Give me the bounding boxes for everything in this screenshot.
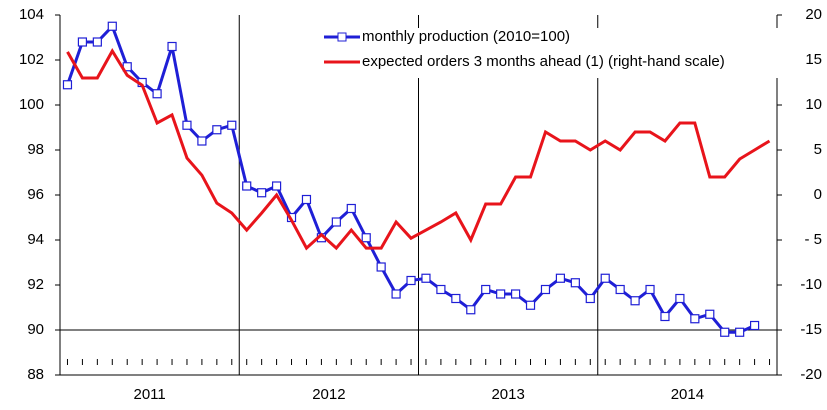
point-marker — [720, 327, 730, 337]
point-marker — [525, 300, 536, 310]
point-marker — [167, 41, 177, 52]
point-marker — [227, 120, 237, 130]
point-marker — [346, 203, 356, 214]
y-tick-label: 92 — [27, 276, 44, 293]
y-tick-label: 102 — [19, 51, 44, 68]
point-marker — [421, 273, 431, 283]
point-marker — [466, 305, 476, 315]
point-marker — [212, 125, 222, 135]
y2-tick-label: 20 — [805, 6, 822, 23]
point-marker — [735, 327, 745, 337]
point-marker — [570, 278, 580, 288]
y2-tick-label: - 5 — [804, 231, 822, 248]
y2-tick-label: 15 — [805, 51, 822, 68]
point-marker — [257, 188, 267, 198]
y-tick-label: 98 — [27, 141, 44, 158]
x-tick-label: 2013 — [491, 386, 524, 403]
y2-tick-label: -15 — [800, 321, 822, 338]
point-marker — [242, 181, 252, 191]
y-tick-label: 94 — [27, 231, 44, 248]
y-tick-label: 90 — [27, 321, 44, 338]
point-marker — [705, 309, 715, 319]
point-marker — [540, 284, 551, 295]
point-marker — [645, 284, 655, 295]
legend-marker — [337, 32, 347, 42]
legend-entry: expected orders 3 months ahead (1) (righ… — [322, 53, 802, 71]
point-marker — [555, 273, 566, 283]
point-marker — [600, 273, 610, 283]
point-marker — [615, 284, 625, 295]
x-tick-label: 2012 — [312, 386, 345, 403]
point-marker — [107, 21, 117, 31]
legend-label: expected orders 3 months ahead (1) (righ… — [362, 53, 725, 70]
point-marker — [436, 284, 446, 295]
point-marker — [391, 289, 401, 299]
point-marker — [182, 120, 192, 130]
legend-swatch — [324, 60, 360, 64]
point-marker — [406, 275, 416, 286]
point-marker — [361, 233, 371, 243]
y-tick-label: 100 — [19, 96, 44, 113]
point-marker — [630, 296, 640, 306]
legend-swatch — [324, 32, 360, 42]
y2-tick-label: 10 — [805, 96, 822, 113]
point-marker — [675, 293, 685, 304]
y2-tick-label: -20 — [800, 366, 822, 383]
y2-tick-label: 0 — [814, 186, 822, 203]
x-tick-label: 2011 — [133, 386, 165, 403]
point-marker — [660, 311, 670, 322]
series-line — [66, 48, 771, 251]
y-tick-label: 96 — [27, 186, 44, 203]
point-marker — [92, 37, 102, 47]
y2-tick-label: -10 — [800, 276, 822, 293]
point-marker — [451, 293, 461, 304]
point-marker — [749, 320, 760, 331]
y-tick-label: 88 — [27, 366, 44, 383]
legend: monthly production (2010=100) expected or… — [322, 28, 802, 78]
point-marker — [510, 289, 521, 299]
point-marker — [197, 136, 207, 146]
y2-tick-label: 5 — [814, 141, 822, 158]
y-tick-label: 104 — [19, 6, 44, 23]
legend-label: monthly production (2010=100) — [362, 28, 571, 45]
point-marker — [690, 314, 700, 324]
point-marker — [376, 262, 386, 272]
point-marker — [331, 217, 341, 227]
legend-entry: monthly production (2010=100) — [322, 28, 802, 46]
x-tick-label: 2014 — [671, 386, 704, 403]
point-marker — [152, 89, 162, 99]
point-marker — [585, 293, 595, 304]
point-marker — [481, 284, 491, 295]
point-marker — [496, 289, 506, 299]
point-marker — [77, 37, 88, 47]
point-marker — [271, 181, 282, 191]
point-marker — [301, 194, 312, 205]
point-marker — [62, 80, 73, 90]
